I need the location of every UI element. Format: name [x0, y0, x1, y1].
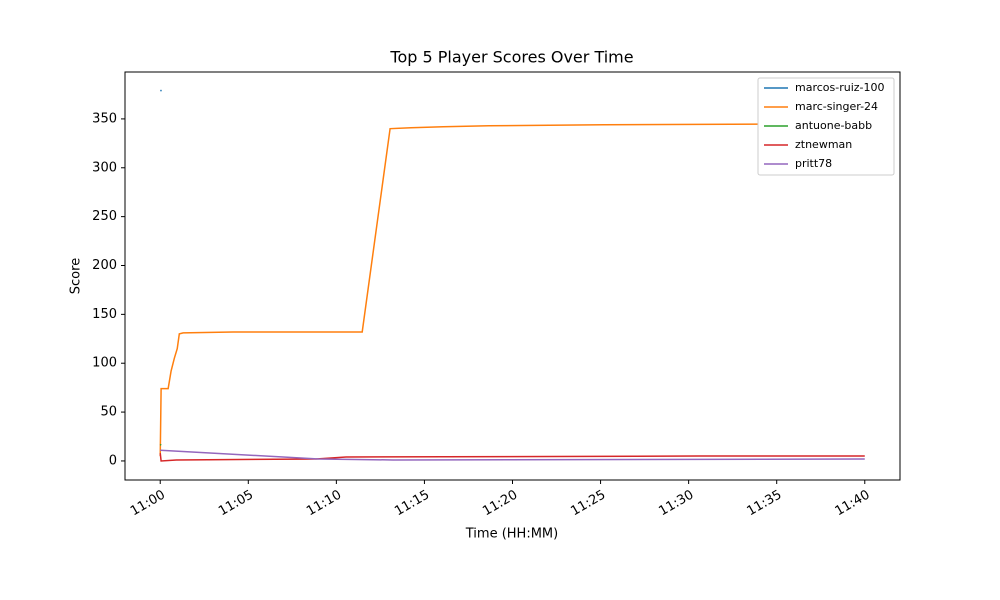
y-tick-label: 100 — [92, 356, 117, 371]
series-line — [159, 443, 162, 446]
x-tick-label: 11:15 — [392, 488, 432, 520]
legend-label: marc-singer-24 — [795, 100, 878, 113]
legend-box — [757, 77, 895, 176]
x-tick-label: 11:20 — [480, 488, 520, 520]
y-tick-label: 0 — [109, 453, 117, 468]
y-tick-label: 50 — [100, 405, 117, 420]
x-tick-label: 11:10 — [304, 488, 344, 520]
y-tick-label: 300 — [92, 160, 117, 175]
x-tick-label: 11:30 — [656, 488, 696, 520]
x-tick-label: 11:35 — [745, 488, 785, 520]
y-tick-label: 200 — [92, 258, 117, 273]
series-line — [160, 449, 865, 461]
legend-label: marcos-ruiz-100 — [795, 81, 885, 94]
series-line — [159, 123, 865, 457]
y-tick-label: 350 — [92, 111, 117, 126]
legend-label: pritt78 — [795, 157, 832, 170]
y-tick-label: 250 — [92, 209, 117, 224]
x-tick-label: 11:25 — [568, 488, 608, 520]
chart-title: Top 5 Player Scores Over Time — [389, 48, 633, 67]
x-tick-label: 11:00 — [128, 488, 168, 520]
y-tick-label: 150 — [92, 307, 117, 322]
x-axis-label: Time (HH:MM) — [465, 527, 558, 542]
x-tick-label: 11:40 — [833, 488, 873, 520]
y-axis-label: Score — [69, 258, 84, 294]
legend-label: antuone-babb — [795, 119, 872, 132]
x-tick-label: 11:05 — [216, 488, 256, 520]
legend-label: ztnewman — [795, 138, 852, 151]
